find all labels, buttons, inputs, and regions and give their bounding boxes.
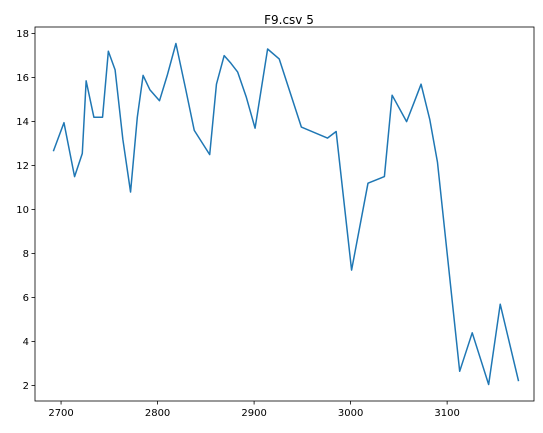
plot-area (52, 42, 520, 386)
x-tick-label: 2800 (145, 408, 170, 419)
y-tick-label: 18 (16, 29, 29, 40)
y-tick-label: 2 (23, 381, 29, 392)
chart-title: F9.csv 5 (264, 13, 314, 27)
x-tick-label: 2700 (48, 408, 73, 419)
x-tick-label: 2900 (241, 408, 266, 419)
x-tick-label: 3100 (434, 408, 459, 419)
x-tick-label: 3000 (338, 408, 363, 419)
axes: 2700 2800 2900 3000 3100 2 4 6 8 10 12 14 16 18 (16, 26, 535, 419)
plot-frame (34, 26, 535, 402)
series-line (52, 42, 520, 386)
y-tick-label: 4 (23, 337, 29, 348)
y-tick-label: 12 (16, 161, 29, 172)
y-tick-label: 10 (16, 205, 29, 216)
y-tick-label: 16 (16, 73, 29, 84)
y-tick-label: 6 (23, 293, 29, 304)
y-tick-label: 8 (23, 249, 29, 260)
y-tick-label: 14 (16, 117, 29, 128)
